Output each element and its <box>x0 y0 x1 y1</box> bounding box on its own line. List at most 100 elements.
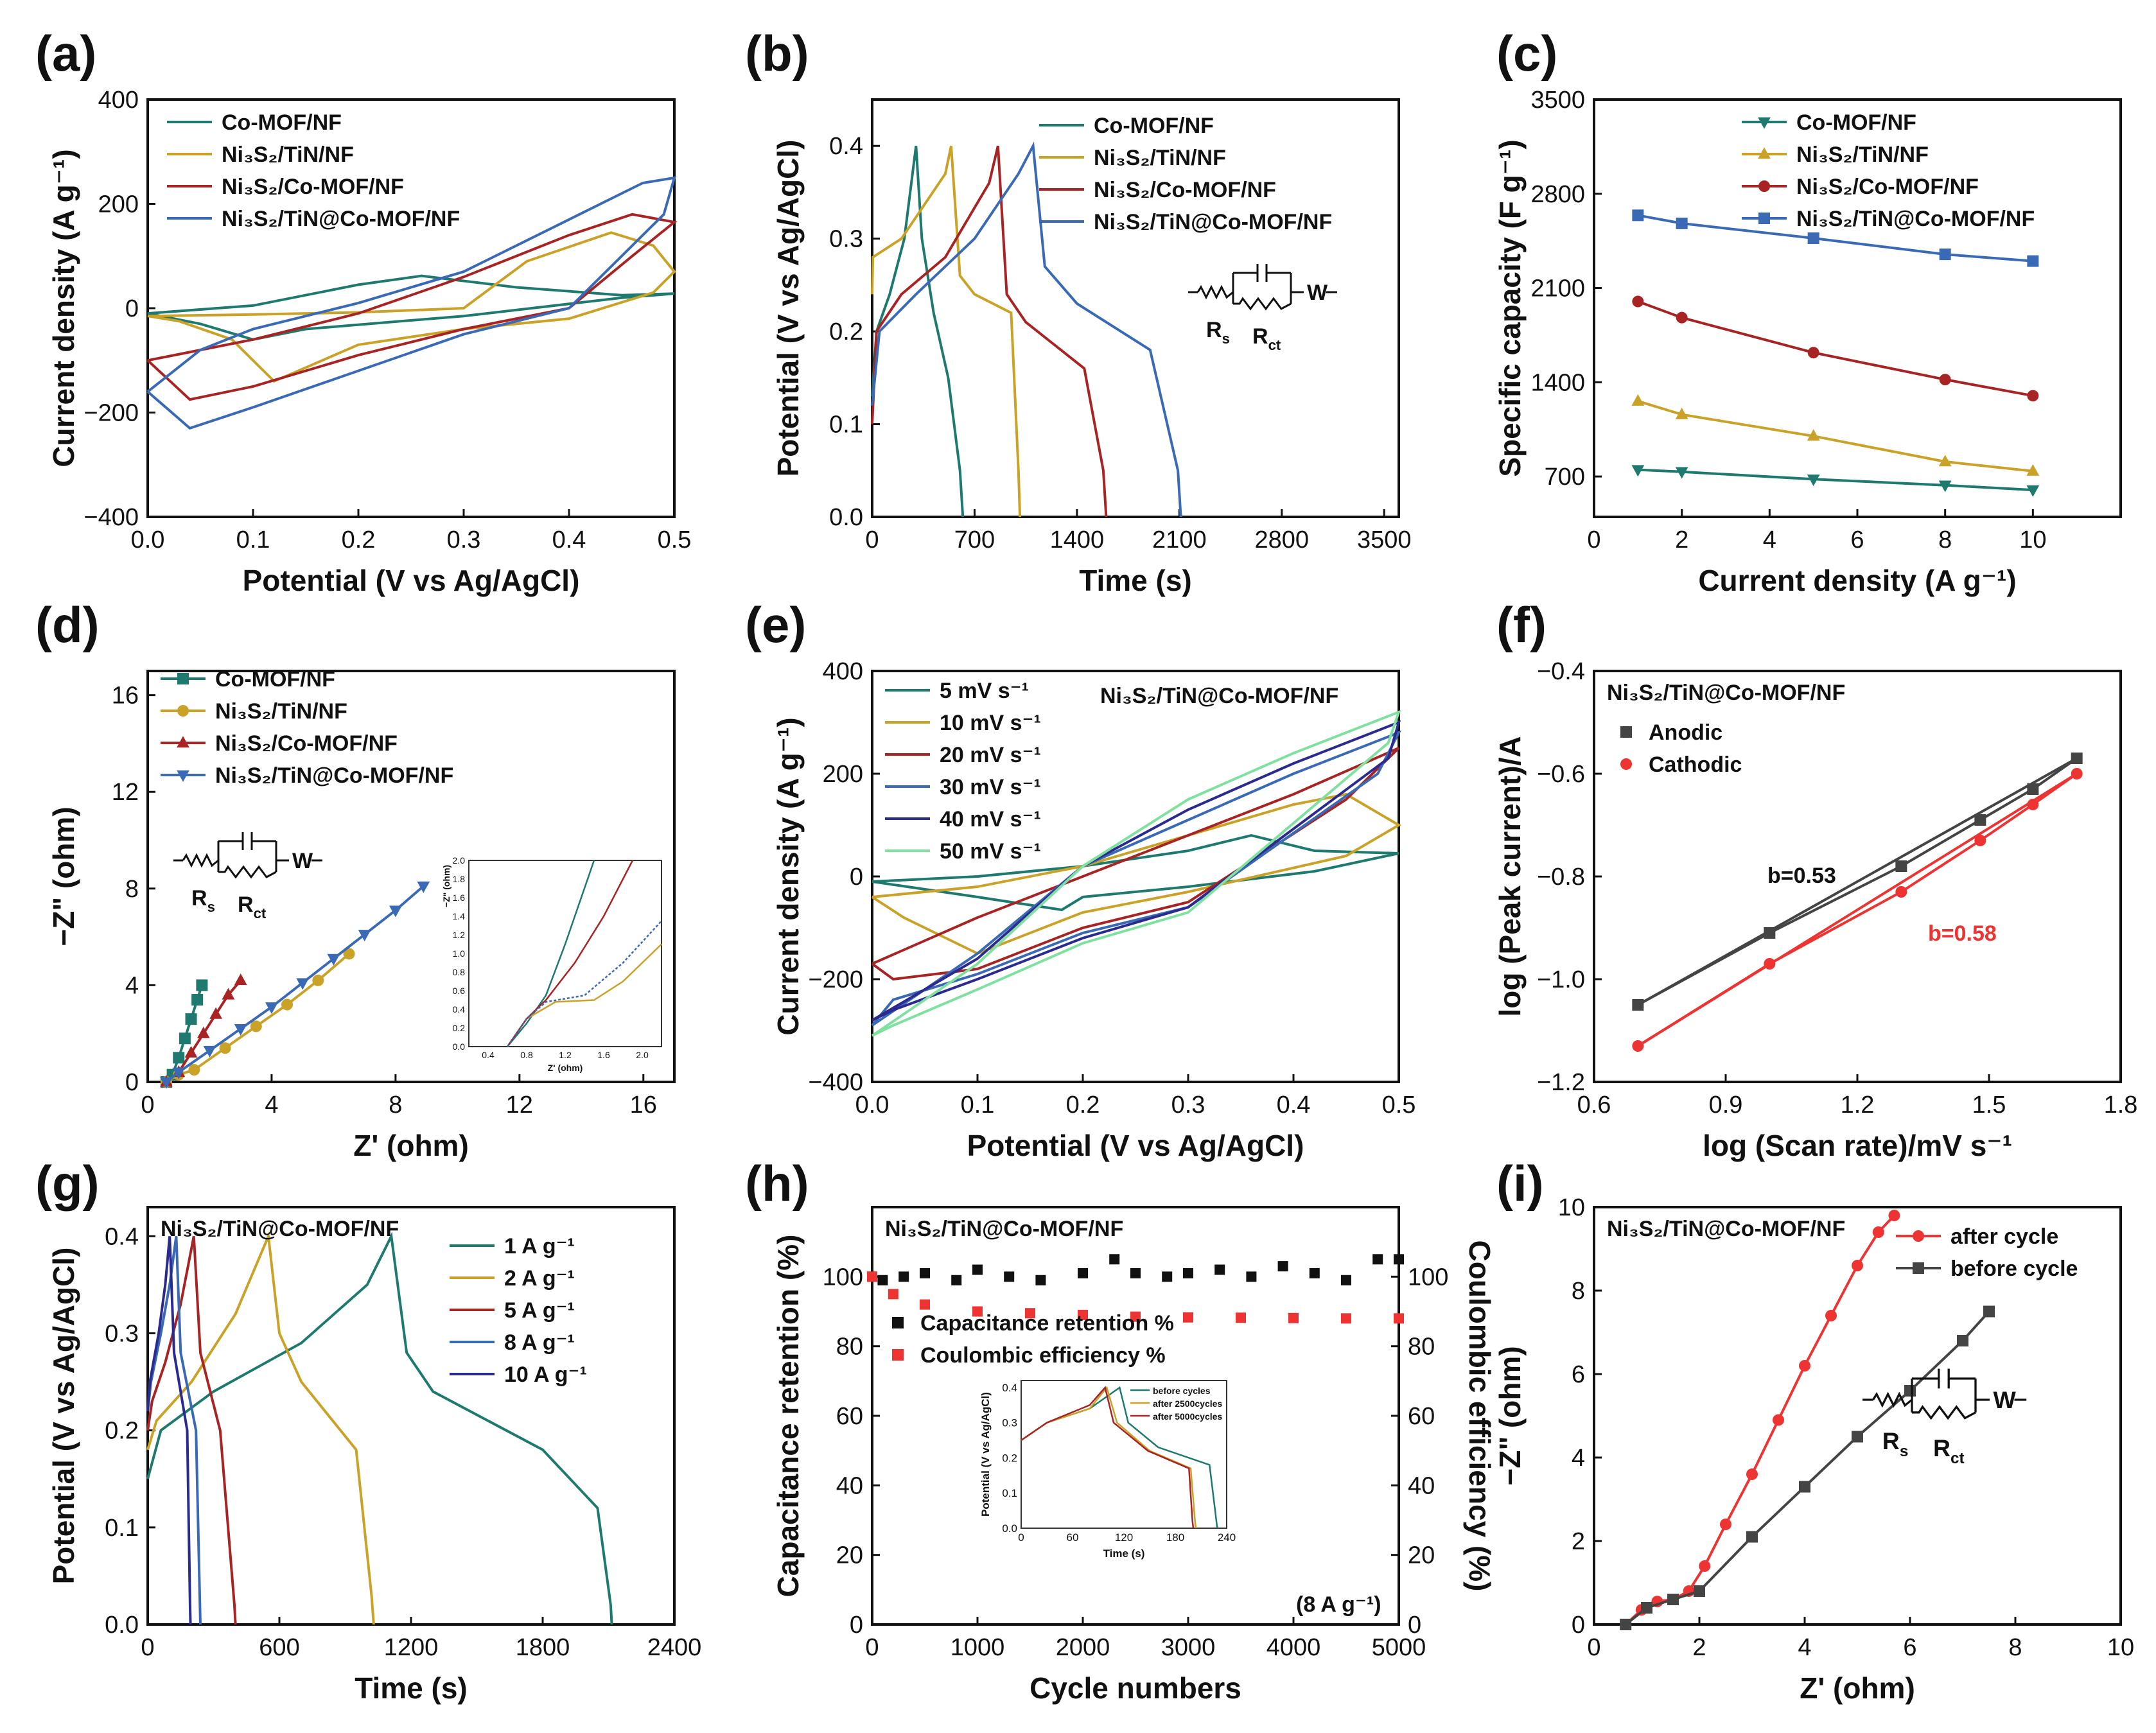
data-point <box>1746 1468 1758 1480</box>
data-point <box>389 905 402 918</box>
data-point <box>1183 1312 1193 1323</box>
y-tick-label: 6 <box>1572 1361 1585 1388</box>
inset-x-tick-label: 0.8 <box>520 1050 533 1060</box>
legend-label: Anodic <box>1649 720 1722 745</box>
data-point <box>185 1013 197 1025</box>
x-axis-label: Current density (A g⁻¹) <box>1698 564 2016 597</box>
x-tick-label: 0.4 <box>1277 1092 1311 1119</box>
circuit-label-w: W <box>292 849 313 873</box>
legend-label: Co-MOF/NF <box>215 667 335 692</box>
x-tick-label: 0.1 <box>961 1092 995 1119</box>
x-tick-label: 0.4 <box>552 527 586 553</box>
y-tick-label: 60 <box>836 1403 863 1430</box>
y-tick-label: 700 <box>1545 464 1585 491</box>
x-tick-label: 0 <box>141 1634 154 1661</box>
y-tick-label: −1.2 <box>1537 1069 1585 1096</box>
legend-label: after cycle <box>1950 1224 2058 1249</box>
x-tick-label: 600 <box>259 1634 299 1661</box>
x-tick-label: 2000 <box>1056 1634 1110 1661</box>
plot-frame <box>146 1206 676 1626</box>
inset-x-tick-label: 1.6 <box>597 1050 610 1060</box>
y-tick-label: 10 <box>1558 1194 1585 1221</box>
data-point <box>1078 1309 1088 1320</box>
data-point <box>234 973 247 986</box>
y2-tick-label: 20 <box>1408 1542 1435 1569</box>
y-tick-label: −200 <box>808 966 863 993</box>
inset-x-tick-label: 240 <box>1218 1531 1236 1544</box>
legend-marker <box>1913 1230 1924 1242</box>
data-point <box>1162 1271 1173 1282</box>
x-tick-label: 2400 <box>647 1634 702 1661</box>
legend-label: 2 A g⁻¹ <box>504 1266 575 1291</box>
y-tick-label: 0.2 <box>829 318 863 345</box>
y-tick-label: 40 <box>836 1472 863 1499</box>
inset-y-tick-label: 0.0 <box>453 1041 466 1052</box>
chart-panel-f: 0.6 0.9 1.2 1.5 1.8 −1.2 −1.0 −0.8 −0.6 −0.4 log (… <box>1493 658 2137 1162</box>
inset-y-tick-label: 0.2 <box>453 1023 466 1033</box>
x-tick-label: 5000 <box>1372 1634 1426 1661</box>
data-point <box>1620 1619 1632 1630</box>
chart-panel-i: 0 2 4 6 8 10 0 2 4 6 8 10 Z' (ohm) −Z" (ohm) after cyc… <box>1493 1194 2134 1705</box>
legend-label: 40 mV s⁻¹ <box>940 807 1041 832</box>
circuit-label-rct: Rct <box>238 893 267 921</box>
y2-axis-label: Coulombic efficiency (%) <box>1463 1241 1496 1592</box>
y-tick-label: −0.6 <box>1537 761 1585 788</box>
data-point <box>1372 1254 1383 1265</box>
circuit-resistor-rs <box>1872 1391 1913 1408</box>
x-tick-label: 0 <box>1587 1634 1600 1661</box>
data-point <box>1341 1275 1351 1285</box>
y-axis-label: −Z" (ohm) <box>47 806 80 946</box>
y-tick-label: 0.0 <box>105 1612 139 1639</box>
x-tick-label: 1800 <box>516 1634 570 1661</box>
data-point <box>1288 1312 1299 1323</box>
data-point <box>1807 232 1819 244</box>
panel-label-f: (f) <box>1496 597 1547 653</box>
x-tick-label: 4 <box>1763 527 1776 553</box>
inset-frame <box>468 860 662 1047</box>
legend-label: Ni₃S₂/TiN/NF <box>1094 146 1226 170</box>
data-point <box>920 1267 930 1278</box>
circuit-label-rs-sub: s <box>1900 1443 1909 1460</box>
inset-series-2 <box>1021 1386 1195 1529</box>
legend-label: Capacitance retention % <box>920 1311 1174 1336</box>
data-point <box>1025 1308 1035 1319</box>
y-tick-label: 12 <box>112 779 139 806</box>
data-point <box>296 978 310 990</box>
data-point <box>281 998 294 1011</box>
inset-y-tick-label: 1.4 <box>453 911 466 921</box>
data-point <box>184 1046 198 1058</box>
data-point <box>972 1306 983 1317</box>
x-tick-label: 2800 <box>1255 527 1310 553</box>
plot-frame <box>871 98 1400 518</box>
plot-frame <box>146 98 676 518</box>
legend-label: Ni₃S₂/Co-MOF/NF <box>215 731 398 756</box>
series-line-2 <box>1637 300 2033 397</box>
plot-frame <box>1593 670 2122 1083</box>
legend-marker <box>177 705 189 717</box>
chart-title: Ni₃S₂/TiN@Co-MOF/NF <box>1607 681 1845 705</box>
y-tick-label: 3500 <box>1530 87 1585 114</box>
data-point <box>1983 1305 1995 1318</box>
x-tick-label: 12 <box>506 1092 533 1119</box>
series-line-1 <box>146 1231 375 1625</box>
inset-y-tick-label: 0.0 <box>1002 1522 1017 1535</box>
series-line-0 <box>1637 757 2078 1006</box>
legend-marker <box>177 770 189 782</box>
inset-y-tick-label: 1.0 <box>453 948 466 959</box>
data-point <box>1694 1585 1705 1597</box>
inset-series-3 <box>506 920 662 1047</box>
y-tick-label: 2100 <box>1530 275 1585 302</box>
x-tick-label: 0.1 <box>236 527 270 553</box>
y-tick-label: 0.4 <box>105 1223 139 1250</box>
y-tick-label: −1.0 <box>1537 966 1585 993</box>
data-point <box>1746 1531 1758 1543</box>
x-tick-label: 8 <box>2008 1634 2022 1661</box>
legend-marker <box>892 1317 904 1328</box>
data-point <box>1214 1264 1225 1275</box>
y-tick-label: 0.0 <box>829 504 863 531</box>
x-axis-label: Time (s) <box>1079 564 1192 597</box>
y-tick-label: 8 <box>1572 1278 1585 1305</box>
data-point <box>312 974 324 986</box>
legend-marker <box>1758 117 1771 129</box>
data-point <box>1799 1360 1810 1372</box>
